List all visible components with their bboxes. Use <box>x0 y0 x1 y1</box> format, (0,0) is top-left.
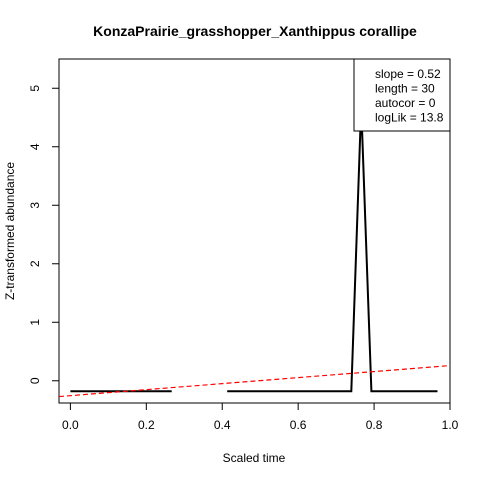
x-tick-label: 0.8 <box>366 418 383 432</box>
legend-entry: slope = 0.52 <box>375 67 441 81</box>
series-layer <box>58 105 451 398</box>
y-tick-label: 5 <box>28 85 42 92</box>
y-tick-label: 3 <box>28 202 42 209</box>
y-tick-label: 4 <box>28 143 42 150</box>
legend-entry: length = 30 <box>375 82 435 96</box>
legend-entry: logLik = 13.8 <box>375 111 444 125</box>
x-tick-label: 0.4 <box>214 418 231 432</box>
y-tick-label: 0 <box>28 377 42 384</box>
y-axis: 0 1 2 3 4 5 <box>28 85 60 384</box>
y-tick-label: 2 <box>28 260 42 267</box>
chart-title: KonzaPrairie_grasshopper_Xanthippus cora… <box>93 23 417 39</box>
x-axis-label: Scaled time <box>223 451 286 465</box>
legend-entry: autocor = 0 <box>375 96 436 110</box>
legend-box <box>353 58 451 132</box>
x-tick-label: 0.6 <box>290 418 307 432</box>
x-tick-label: 0.0 <box>62 418 79 432</box>
y-tick-label: 1 <box>28 319 42 326</box>
series-line-trend <box>58 364 451 398</box>
x-tick-label: 0.2 <box>138 418 155 432</box>
x-axis: 0.0 0.2 0.4 0.6 0.8 1.0 <box>62 402 459 432</box>
series-line-abundance <box>227 105 438 393</box>
x-tick-label: 1.0 <box>442 418 459 432</box>
y-axis-label: Z-transformed abundance <box>3 162 17 300</box>
